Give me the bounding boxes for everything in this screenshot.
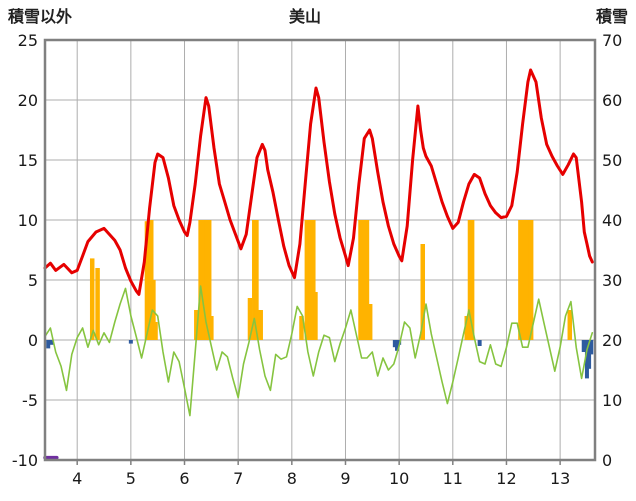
blue-bars-bar [581, 340, 586, 352]
x-axis-tick-label: 4 [72, 469, 82, 488]
left-axis-tick-label: -5 [22, 391, 38, 410]
orange-bars-bar [200, 220, 206, 340]
blue-bars-bar [49, 340, 54, 345]
right-axis-tick-label: 30 [602, 271, 622, 290]
orange-bars-bar [153, 322, 158, 340]
plot-area: -10 -5 0 5 10 15 20 25 0 10 20 30 40 50 60 70 4 5 6 7 8 9 10 11… [12, 31, 623, 488]
orange-bars-bar [206, 220, 212, 340]
orange-bars-bar [258, 310, 263, 340]
right-axis-tick-label: 0 [602, 451, 612, 470]
orange-bars-bar [313, 292, 318, 340]
blue-bars-bar [392, 340, 397, 348]
blue-bars-bar [46, 340, 51, 349]
orange-bars-bar [311, 220, 316, 340]
orange-bars-bar [89, 258, 95, 340]
blue-bars-bar [395, 340, 399, 351]
x-axis-tick-label: 12 [496, 469, 516, 488]
orange-bars-bar [420, 244, 426, 340]
left-axis-tick-label: 15 [18, 151, 38, 170]
orange-bars-bar [299, 316, 304, 340]
x-axis-tick-label: 11 [443, 469, 463, 488]
x-axis-tick-label: 9 [340, 469, 350, 488]
orange-bars-bar [528, 220, 534, 340]
orange-bars-bar [151, 280, 156, 340]
blue-bars-bar [589, 340, 594, 355]
orange-bars-bar [567, 310, 573, 340]
orange-bars-bar [464, 316, 470, 340]
orange-bars-bar [364, 220, 370, 340]
red-line [43, 68, 594, 296]
axis-tick-labels: -10 -5 0 5 10 15 20 25 0 10 20 30 40 50 60 70 4 5 6 7 8 9 10 11… [12, 31, 623, 488]
orange-bars [89, 220, 573, 340]
blue-bars-bar [584, 340, 589, 379]
x-axis-tick-label: 10 [389, 469, 409, 488]
left-axis-tick-label: 5 [28, 271, 38, 290]
right-axis-tick-label: 50 [602, 151, 622, 170]
x-axis-tick-label: 5 [126, 469, 136, 488]
right-axis-tick-label: 20 [602, 331, 622, 350]
left-axis-tick-label: 0 [28, 331, 38, 350]
x-axis-tick-label: 7 [233, 469, 243, 488]
right-axis-tick-label: 10 [602, 391, 622, 410]
x-axis-tick-label: 6 [179, 469, 189, 488]
chart-title: 美山 [289, 7, 321, 26]
orange-bars-bar [254, 220, 259, 340]
blue-bars-bar [477, 340, 482, 346]
plot-frame [43, 38, 597, 462]
right-axis-tick-label: 40 [602, 211, 622, 230]
x-axis-tick-label: 13 [550, 469, 570, 488]
left-axis-tick-label: -10 [12, 451, 38, 470]
blue-bars-bar [587, 340, 592, 369]
orange-bars-bar [194, 310, 199, 340]
right-axis-title: 積雪 [595, 7, 628, 26]
blue-bars [46, 340, 594, 379]
left-axis-tick-label: 10 [18, 211, 38, 230]
left-axis-tick-label: 25 [18, 31, 38, 50]
left-axis-tick-label: 20 [18, 91, 38, 110]
orange-bars-bar [247, 298, 253, 340]
orange-bars-bar [209, 316, 214, 340]
right-axis-tick-label: 70 [602, 31, 622, 50]
orange-bars-bar [469, 220, 475, 340]
orange-bars-bar [95, 268, 100, 340]
left-axis-title: 積雪以外 [7, 7, 72, 26]
right-axis-tick-label: 60 [602, 91, 622, 110]
blue-bars-bar [128, 340, 133, 344]
green-line [44, 285, 594, 417]
frame [43, 38, 597, 462]
x-axis-tick-label: 8 [287, 469, 297, 488]
orange-bars-bar [367, 304, 373, 340]
